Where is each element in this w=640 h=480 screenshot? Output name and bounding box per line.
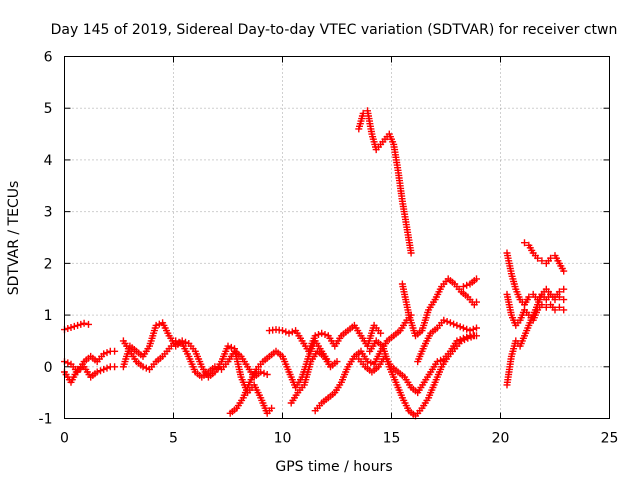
plot-frame [64, 56, 610, 419]
y-tick-label: 0 [44, 360, 53, 376]
series-markers [366, 332, 478, 420]
y-tick-label: 5 [44, 101, 53, 117]
series-trace-l [398, 275, 480, 340]
series-markers [414, 316, 480, 366]
series-markers [398, 275, 480, 340]
series-trace-g [265, 321, 385, 355]
series-markers [503, 290, 568, 329]
y-tick-label: 4 [44, 153, 53, 169]
x-tick-label: 5 [169, 431, 178, 447]
y-tick-label: 6 [44, 50, 53, 66]
series-markers [119, 319, 276, 417]
series-markers [311, 311, 415, 415]
series-trace-m [414, 316, 480, 366]
series-markers [119, 337, 271, 381]
series-markers [226, 337, 332, 417]
x-tick-label: 10 [274, 431, 292, 447]
series-markers [503, 249, 568, 309]
series-trace-r [503, 290, 568, 329]
series-markers [459, 275, 480, 291]
y-tick-label: -1 [39, 412, 53, 428]
x-axis-label: GPS time / hours [275, 459, 392, 475]
series-markers [521, 239, 568, 275]
series-trace-s [521, 239, 568, 275]
y-tick-label: 1 [44, 308, 53, 324]
chart-title: Day 145 of 2019, Sidereal Day-to-day VTE… [51, 22, 618, 38]
series-markers [355, 107, 415, 257]
grid [64, 56, 610, 419]
y-axis-label: SDTVAR / TECUs [6, 181, 22, 296]
y-tick-label: 3 [44, 205, 53, 221]
series-trace-f [226, 337, 332, 417]
series-trace-e [119, 337, 271, 381]
tick-labels: 0 5 10 15 20 25 -1 0 1 2 3 4 5 6 [39, 50, 619, 447]
x-tick-label: 25 [601, 431, 619, 447]
x-tick-label: 15 [383, 431, 401, 447]
x-tick-label: 0 [60, 431, 69, 447]
x-tick-label: 20 [492, 431, 510, 447]
series-trace-k [366, 332, 478, 420]
series-trace-d [119, 319, 276, 417]
series-trace-q [503, 249, 568, 309]
series-trace-i [311, 311, 415, 415]
data-series [61, 107, 568, 420]
series-trace-o [355, 107, 415, 257]
series-trace-n [459, 275, 480, 291]
series-trace-h [287, 347, 341, 407]
y-tick-label: 2 [44, 256, 53, 272]
series-markers [287, 347, 341, 407]
series-markers [265, 321, 385, 355]
